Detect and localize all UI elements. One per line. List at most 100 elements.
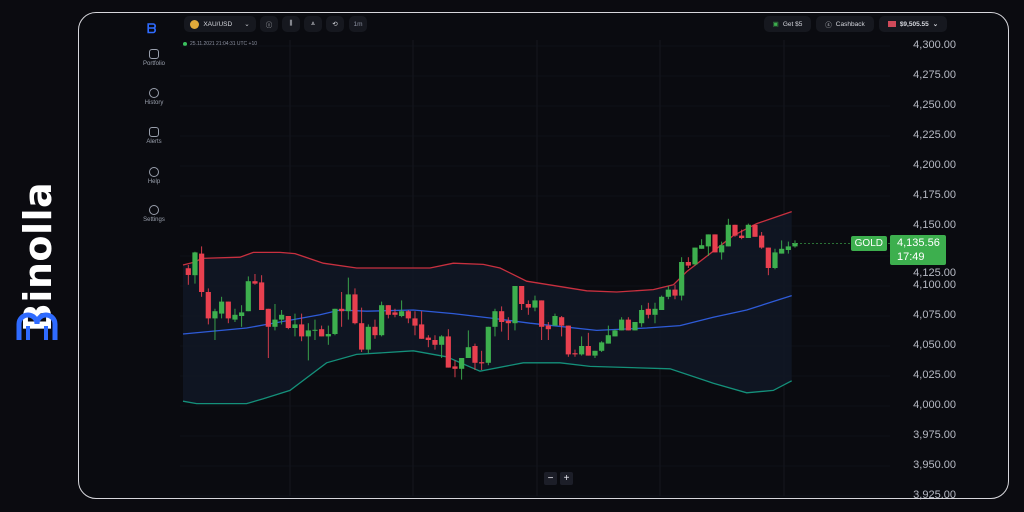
gear-icon — [149, 205, 159, 215]
cashback-icon: ⓢ — [825, 22, 832, 29]
candle-down — [352, 294, 358, 324]
candle-down — [392, 312, 398, 315]
candle-countdown: 17:49 — [897, 251, 925, 263]
candle-up — [305, 330, 311, 337]
current-price-tag: 4,135.56 17:49 — [890, 235, 946, 265]
history-icon — [149, 88, 159, 98]
candle-up — [659, 296, 665, 310]
candle-down — [299, 324, 305, 337]
sidebar-item-portfolio[interactable]: Portfolio — [129, 49, 179, 67]
alarm-icon — [149, 127, 159, 137]
candle-up — [699, 245, 705, 249]
y-tick-label: 4,300.00 — [913, 39, 956, 51]
candle-down — [565, 325, 571, 355]
y-tick-label: 4,200.00 — [913, 159, 956, 171]
candle-down — [412, 318, 418, 326]
lifebuoy-icon — [149, 167, 159, 177]
candle-up — [785, 246, 791, 250]
zoom-in-button[interactable]: + — [560, 472, 573, 485]
get-bonus-button[interactable]: ▣ Get $5 — [764, 16, 811, 32]
candle-down — [759, 235, 765, 248]
bollinger-band-fill — [183, 211, 792, 404]
trading-window: ᗷ Portfolio History Alerts Help Settings… — [78, 12, 1009, 499]
candle-up — [459, 358, 465, 369]
timestamp-text: 25.11.2021 21:04:31 UTC +10 — [190, 41, 258, 47]
candle-up — [439, 336, 445, 345]
candles-icon: ⟲ — [332, 21, 338, 28]
sidebar-item-label: Settings — [143, 217, 165, 223]
indicators-icon: ⫼ — [289, 20, 293, 27]
gift-icon: ▣ — [772, 21, 779, 28]
sidebar: ᗷ Portfolio History Alerts Help Settings — [79, 13, 176, 498]
candle-up — [725, 224, 731, 247]
candle-up — [219, 301, 225, 314]
sidebar-item-label: Alerts — [146, 139, 162, 145]
y-tick-label: 4,050.00 — [913, 339, 956, 351]
candle-down — [385, 305, 391, 315]
y-tick-label: 4,275.00 — [913, 69, 956, 81]
balance-selector[interactable]: $9,505.55 ⌄ — [879, 16, 947, 32]
timeframe-label: 1m — [353, 20, 363, 28]
y-tick-label: 4,075.00 — [913, 309, 956, 321]
candle-down — [585, 346, 591, 356]
candle-down — [252, 281, 258, 284]
candle-up — [292, 324, 298, 328]
candle-up — [745, 224, 751, 238]
sidebar-item-settings[interactable]: Settings — [129, 205, 179, 223]
sidebar-item-alerts[interactable]: Alerts — [129, 127, 179, 145]
y-tick-label: 4,225.00 — [913, 129, 956, 141]
candle-down — [672, 289, 678, 296]
candle-down — [559, 317, 565, 326]
sidebar-item-label: History — [144, 100, 164, 106]
candle-down — [285, 316, 291, 328]
sidebar-item-history[interactable]: History — [129, 88, 179, 106]
candle-up — [679, 262, 685, 296]
candle-up — [245, 281, 251, 312]
symbol-tag: GOLD — [850, 236, 887, 251]
candle-down — [472, 346, 478, 363]
drawing-tools-button[interactable]: ⩓ — [304, 16, 322, 32]
candle-down — [185, 268, 191, 275]
candle-down — [712, 234, 718, 253]
asset-selector[interactable]: XAU/USD ⌄ — [184, 16, 256, 32]
candle-down — [479, 362, 485, 364]
us-flag-icon — [887, 21, 896, 27]
candle-up — [512, 286, 518, 324]
candle-up — [592, 350, 598, 356]
cashback-label: Cashback — [835, 20, 865, 28]
info-icon: ⓘ — [265, 22, 273, 29]
candle-down — [452, 366, 458, 369]
candle-up — [772, 252, 778, 268]
indicators-button[interactable]: ⫼ — [282, 16, 300, 32]
candle-down — [265, 308, 271, 327]
chart-type-button[interactable]: ⟲ — [326, 16, 344, 32]
cashback-button[interactable]: ⓢ Cashback — [816, 16, 874, 32]
bollinger-middle-line — [182, 294, 792, 335]
server-time: 25.11.2021 21:04:31 UTC +10 — [183, 41, 257, 47]
timeframe-button[interactable]: 1m — [349, 16, 367, 32]
sidebar-item-help[interactable]: Help — [129, 167, 179, 185]
candle-up — [492, 311, 498, 327]
y-tick-label: 4,100.00 — [913, 279, 956, 291]
briefcase-icon — [149, 49, 159, 59]
candle-up — [619, 319, 625, 331]
y-tick-label: 4,175.00 — [913, 189, 956, 201]
candle-up — [792, 243, 798, 247]
candle-up — [279, 314, 285, 320]
candle-up — [692, 247, 698, 265]
candle-down — [425, 337, 431, 340]
candle-up — [232, 314, 238, 320]
zoom-out-button[interactable]: − — [544, 472, 557, 485]
app-logo-icon: ᗷ — [147, 21, 157, 36]
y-tick-label: 3,975.00 — [913, 429, 956, 441]
info-button[interactable]: ⓘ — [260, 16, 278, 32]
candle-up — [239, 312, 245, 316]
candle-down — [405, 311, 411, 319]
sidebar-item-label: Help — [147, 179, 161, 185]
y-tick-label: 4,150.00 — [913, 219, 956, 231]
asset-label: XAU/USD — [203, 20, 233, 28]
candle-down — [645, 308, 651, 315]
candle-up — [332, 308, 338, 334]
candle-up — [579, 346, 585, 355]
